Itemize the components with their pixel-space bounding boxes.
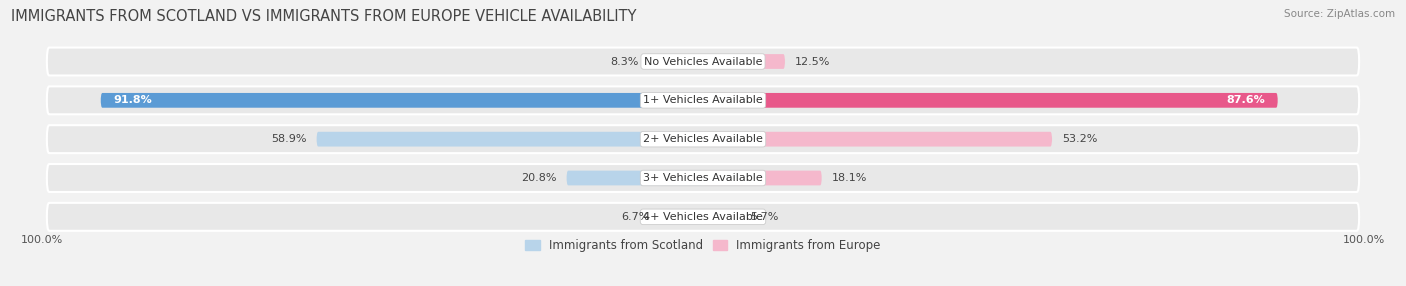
FancyBboxPatch shape bbox=[659, 209, 703, 224]
Text: 12.5%: 12.5% bbox=[794, 57, 830, 67]
Text: 53.2%: 53.2% bbox=[1062, 134, 1097, 144]
Text: 8.3%: 8.3% bbox=[610, 57, 638, 67]
Text: 4+ Vehicles Available: 4+ Vehicles Available bbox=[643, 212, 763, 222]
Text: 58.9%: 58.9% bbox=[271, 134, 307, 144]
FancyBboxPatch shape bbox=[703, 54, 785, 69]
FancyBboxPatch shape bbox=[46, 203, 1360, 231]
FancyBboxPatch shape bbox=[46, 125, 1360, 153]
FancyBboxPatch shape bbox=[46, 164, 1360, 192]
FancyBboxPatch shape bbox=[101, 93, 703, 108]
Text: 18.1%: 18.1% bbox=[831, 173, 868, 183]
FancyBboxPatch shape bbox=[703, 132, 1052, 146]
FancyBboxPatch shape bbox=[703, 171, 821, 185]
Text: 100.0%: 100.0% bbox=[1343, 235, 1385, 245]
Text: 3+ Vehicles Available: 3+ Vehicles Available bbox=[643, 173, 763, 183]
Text: Source: ZipAtlas.com: Source: ZipAtlas.com bbox=[1284, 9, 1395, 19]
Text: 91.8%: 91.8% bbox=[114, 95, 152, 105]
FancyBboxPatch shape bbox=[648, 54, 703, 69]
FancyBboxPatch shape bbox=[567, 171, 703, 185]
FancyBboxPatch shape bbox=[703, 93, 1278, 108]
Text: 100.0%: 100.0% bbox=[21, 235, 63, 245]
FancyBboxPatch shape bbox=[703, 209, 741, 224]
Legend: Immigrants from Scotland, Immigrants from Europe: Immigrants from Scotland, Immigrants fro… bbox=[520, 235, 886, 257]
Text: IMMIGRANTS FROM SCOTLAND VS IMMIGRANTS FROM EUROPE VEHICLE AVAILABILITY: IMMIGRANTS FROM SCOTLAND VS IMMIGRANTS F… bbox=[11, 9, 637, 23]
FancyBboxPatch shape bbox=[46, 86, 1360, 114]
FancyBboxPatch shape bbox=[46, 47, 1360, 76]
Text: 1+ Vehicles Available: 1+ Vehicles Available bbox=[643, 95, 763, 105]
Text: 6.7%: 6.7% bbox=[621, 212, 650, 222]
Text: 5.7%: 5.7% bbox=[751, 212, 779, 222]
Text: No Vehicles Available: No Vehicles Available bbox=[644, 57, 762, 67]
Text: 2+ Vehicles Available: 2+ Vehicles Available bbox=[643, 134, 763, 144]
Text: 20.8%: 20.8% bbox=[522, 173, 557, 183]
Text: 87.6%: 87.6% bbox=[1226, 95, 1264, 105]
FancyBboxPatch shape bbox=[316, 132, 703, 146]
